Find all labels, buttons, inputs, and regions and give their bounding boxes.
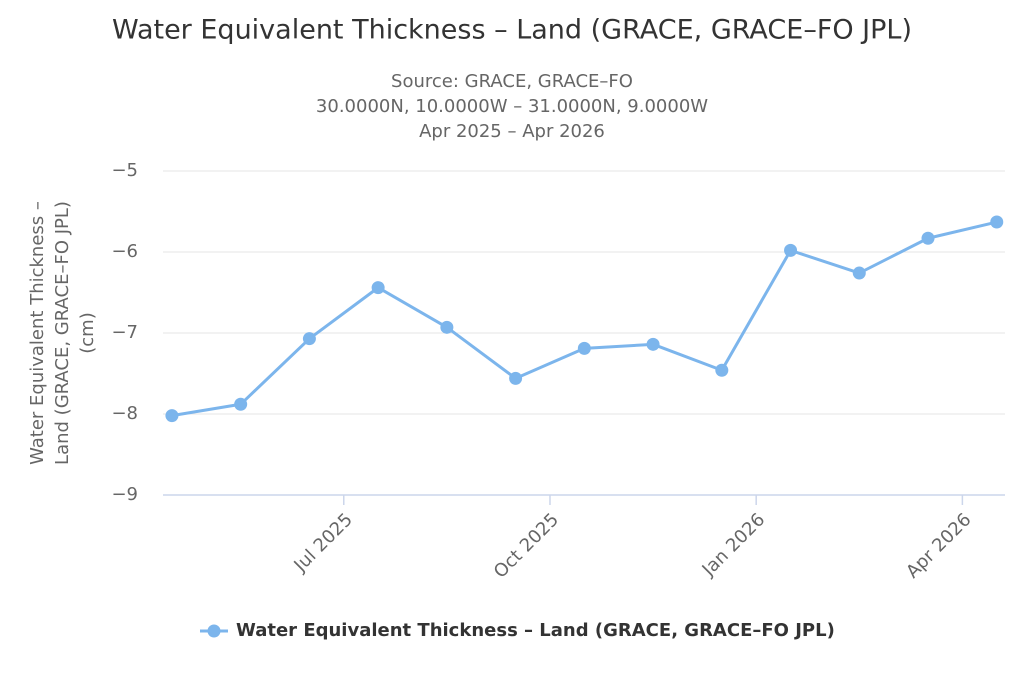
y-axis-label: Land (GRACE, GRACE–FO JPL) xyxy=(52,201,73,465)
y-tick-label: −5 xyxy=(111,160,138,181)
data-point xyxy=(646,337,660,351)
data-point xyxy=(371,281,385,295)
data-point xyxy=(852,266,866,280)
y-tick-label: −9 xyxy=(111,484,138,505)
x-tick-label: Oct 2025 xyxy=(490,509,563,582)
chart-title: Water Equivalent Thickness – Land (GRACE… xyxy=(112,15,912,46)
data-point xyxy=(165,409,179,423)
y-axis-label: (cm) xyxy=(77,312,98,353)
data-point xyxy=(784,243,798,257)
y-axis-label: Water Equivalent Thickness – xyxy=(27,201,48,465)
data-point xyxy=(302,332,316,346)
y-tick-label: −8 xyxy=(111,403,138,424)
legend-symbol xyxy=(207,624,221,638)
data-point xyxy=(921,231,935,245)
x-tick-label: Jul 2025 xyxy=(289,509,356,576)
subtitle: 30.0000N, 10.0000W – 31.0000N, 9.0000W xyxy=(316,96,708,117)
x-tick-label: Jan 2026 xyxy=(698,509,770,581)
subtitle: Apr 2025 – Apr 2026 xyxy=(419,121,605,142)
data-point xyxy=(509,371,523,385)
series-line xyxy=(171,220,998,418)
data-point xyxy=(715,363,729,377)
y-tick-label: −7 xyxy=(111,322,138,343)
x-tick-label: Apr 2026 xyxy=(902,509,975,582)
data-point xyxy=(577,341,591,355)
data-point xyxy=(990,215,1004,229)
data-point xyxy=(440,320,454,334)
data-point xyxy=(234,397,248,411)
subtitle: Source: GRACE, GRACE–FO xyxy=(391,71,633,92)
y-tick-label: −6 xyxy=(111,241,138,262)
legend-label: Water Equivalent Thickness – Land (GRACE… xyxy=(236,620,835,641)
